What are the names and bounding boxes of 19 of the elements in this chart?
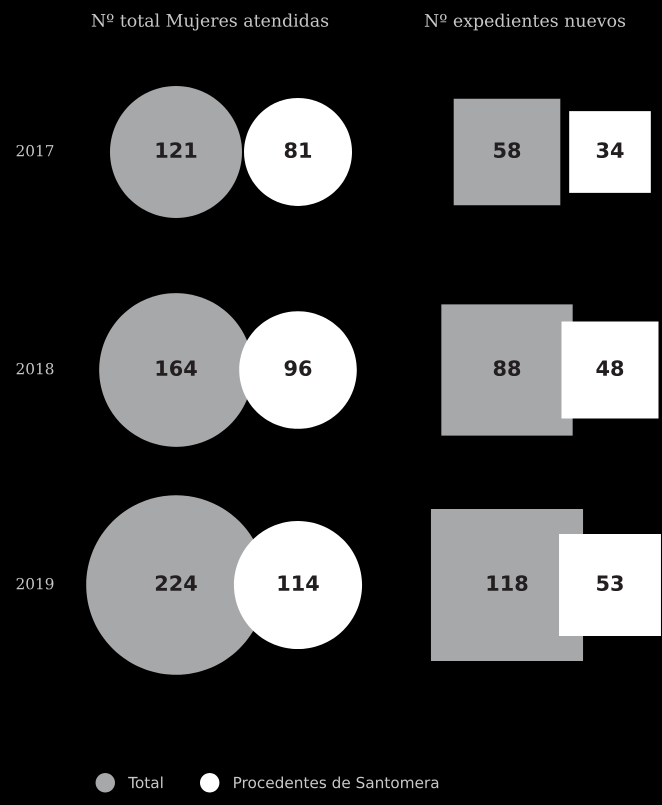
data-label: 224 (156, 575, 197, 591)
data-label: 88 (494, 360, 520, 376)
data-label: 118 (488, 575, 528, 592)
category-label: 2019 (16, 578, 54, 590)
text: Nº expedientes nuevos (424, 14, 626, 30)
text: Nº total Mujeres atendidas (92, 13, 328, 31)
data-label: 58 (494, 142, 520, 158)
category-label: 2017 (16, 144, 54, 156)
data-label: 114 (278, 576, 319, 591)
data-label: 96 (284, 360, 312, 376)
category-label: 2018 (16, 362, 54, 374)
data-label: 81 (284, 142, 312, 158)
data-label: 164 (156, 360, 197, 376)
data-label: 48 (596, 360, 624, 376)
data-label: 53 (597, 575, 623, 592)
legend-label: Procedentes de Santomera (234, 776, 438, 788)
data-label: 34 (596, 142, 624, 158)
legend-label: Total (128, 776, 162, 788)
data-label: 121 (156, 142, 196, 158)
